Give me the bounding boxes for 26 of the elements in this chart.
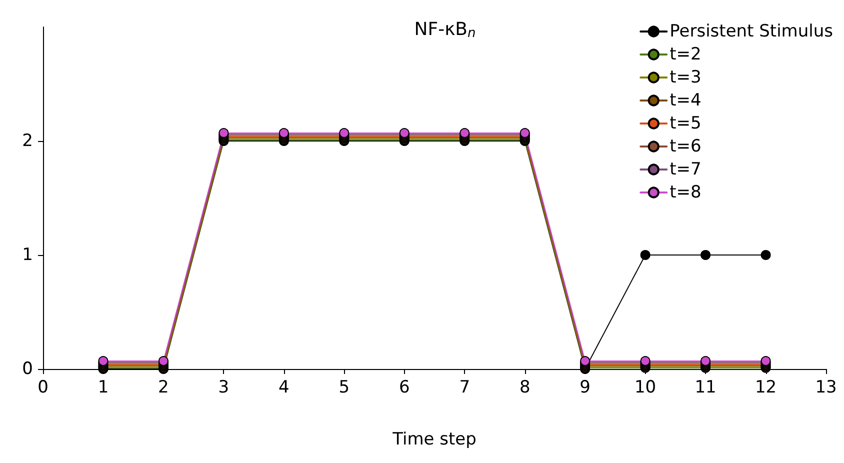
x-tick-label: 9 <box>580 378 590 398</box>
x-axis-title: Time step <box>392 430 476 450</box>
x-tick-label: 11 <box>694 378 716 398</box>
x-tick-label: 0 <box>38 378 48 398</box>
legend-label: t=7 <box>670 160 702 180</box>
x-tick-label: 12 <box>754 378 777 398</box>
x-tick-label: 2 <box>158 378 169 398</box>
legend-label: Persistent Stimulus <box>670 22 834 42</box>
x-tick-label: 6 <box>398 378 410 398</box>
x-tick-label: 13 <box>815 378 837 398</box>
x-tick-label: 4 <box>278 378 290 398</box>
x-tick-label: 7 <box>459 378 470 398</box>
x-tick-label: 10 <box>634 378 656 398</box>
y-tick-label: 2 <box>22 131 33 151</box>
x-tick-label: 8 <box>519 378 530 398</box>
legend-label: t=6 <box>670 136 702 156</box>
x-tick-label: 3 <box>218 378 230 398</box>
legend-label: t=3 <box>670 68 702 88</box>
y-tick-label: 1 <box>22 245 33 265</box>
legend-label: t=4 <box>670 90 702 110</box>
y-tick-label: 0 <box>22 359 33 379</box>
x-tick-label: 5 <box>338 378 350 398</box>
legend-label: t=2 <box>670 44 702 64</box>
x-tick-label: 1 <box>98 378 109 398</box>
legend-label: t=8 <box>670 182 702 202</box>
legend-label: t=5 <box>670 114 702 134</box>
